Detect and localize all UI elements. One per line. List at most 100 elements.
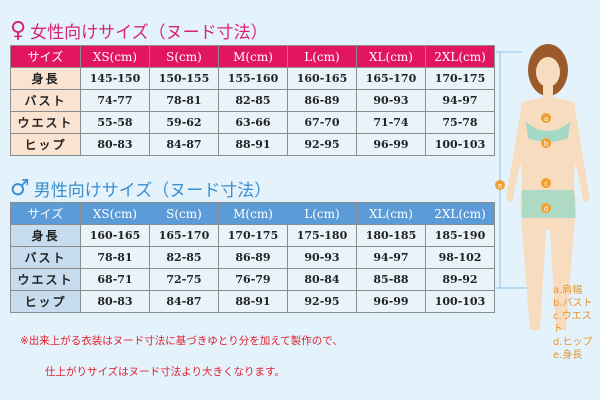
column-header: XL(cm) <box>356 45 426 68</box>
table-row: バスト 78-81 82-85 86-89 90-93 94-97 98-102 <box>10 246 495 269</box>
women-size-title: ♀ 女性向けサイズ（ヌード寸法） <box>10 18 268 43</box>
column-header: 2XL(cm) <box>425 202 495 225</box>
table-cell: 160-165 <box>287 67 357 90</box>
table-cell: 80-83 <box>80 290 150 313</box>
table-row: バスト 74-77 78-81 82-85 86-89 90-93 94-97 <box>10 89 495 112</box>
table-cell: 59-62 <box>149 111 219 134</box>
table-cell: 84-87 <box>149 290 219 313</box>
table-row: 身長 145-150 150-155 155-160 160-165 165-170 170… <box>10 67 495 90</box>
table-cell: 86-89 <box>218 246 288 269</box>
header-row: サイズ XS(cm) S(cm) M(cm) L(cm) XL(cm) 2XL(cm) <box>10 202 495 225</box>
column-header: M(cm) <box>218 202 288 225</box>
table-cell: 165-170 <box>149 224 219 247</box>
table-cell: 89-92 <box>425 268 495 291</box>
women-title-text: 女性向けサイズ（ヌード寸法） <box>30 23 268 43</box>
table-cell: 170-175 <box>218 224 288 247</box>
table-cell: 80-84 <box>287 268 357 291</box>
table-row: ウエスト 68-71 72-75 76-79 80-84 85-88 89-92 <box>10 268 495 291</box>
note-line-2: 仕上がりサイズはヌード寸法より大きくなります。 <box>45 366 285 378</box>
table-cell: 165-170 <box>356 67 426 90</box>
table-cell: 94-97 <box>425 89 495 112</box>
column-header: L(cm) <box>287 45 357 68</box>
body-figure-illustration: a b c d e <box>494 44 590 330</box>
table-cell: 68-71 <box>80 268 150 291</box>
table-cell: 92-95 <box>287 290 357 313</box>
marker-a: a <box>544 115 548 123</box>
measurement-legend: a.肩幅 b.バスト c.ウエスト d.ヒップ e.身長 <box>553 284 600 362</box>
table-cell: 84-87 <box>149 133 219 156</box>
column-header: 2XL(cm) <box>425 45 495 68</box>
table-cell: 55-58 <box>80 111 150 134</box>
legend-item: b.バスト <box>553 298 593 309</box>
table-cell: 150-155 <box>149 67 219 90</box>
table-cell: 100-103 <box>425 133 495 156</box>
table-cell: 76-79 <box>218 268 288 291</box>
row-label: バスト <box>10 246 81 269</box>
row-label: ウエスト <box>10 268 81 291</box>
table-row: ウエスト 55-58 59-62 63-66 67-70 71-74 75-78 <box>10 111 495 134</box>
legend-item: c.ウエスト <box>553 311 592 335</box>
table-cell: 145-150 <box>80 67 150 90</box>
female-symbol-icon: ♀ <box>10 17 27 43</box>
table-cell: 98-102 <box>425 246 495 269</box>
column-header: XS(cm) <box>80 202 150 225</box>
column-header: XS(cm) <box>80 45 150 68</box>
marker-c: c <box>544 180 548 188</box>
column-header: M(cm) <box>218 45 288 68</box>
men-size-title: ♂ 男性向けサイズ（ヌード寸法） <box>10 176 271 201</box>
table-cell: 96-99 <box>356 133 426 156</box>
table-cell: 160-165 <box>80 224 150 247</box>
table-cell: 90-93 <box>287 246 357 269</box>
table-cell: 80-83 <box>80 133 150 156</box>
table-cell: 100-103 <box>425 290 495 313</box>
table-cell: 180-185 <box>356 224 426 247</box>
table-cell: 88-91 <box>218 133 288 156</box>
table-cell: 85-88 <box>356 268 426 291</box>
column-header: S(cm) <box>149 202 219 225</box>
column-header: S(cm) <box>149 45 219 68</box>
note-line-1: ※出来上がる衣装はヌード寸法に基づきゆとり分を加えて製作ので、 <box>20 335 343 347</box>
men-size-table: サイズ XS(cm) S(cm) M(cm) L(cm) XL(cm) 2XL(cm) 身長 1… <box>10 202 495 313</box>
header-row: サイズ XS(cm) S(cm) M(cm) L(cm) XL(cm) 2XL(cm) <box>10 45 495 68</box>
table-cell: 78-81 <box>80 246 150 269</box>
table-cell: 67-70 <box>287 111 357 134</box>
table-cell: 92-95 <box>287 133 357 156</box>
table-cell: 78-81 <box>149 89 219 112</box>
row-label: バスト <box>10 89 81 112</box>
table-cell: 94-97 <box>356 246 426 269</box>
table-cell: 86-89 <box>287 89 357 112</box>
table-cell: 74-77 <box>80 89 150 112</box>
table-row: 身長 160-165 165-170 170-175 175-180 180-185 185… <box>10 224 495 247</box>
table-cell: 90-93 <box>356 89 426 112</box>
legend-item: a.肩幅 <box>553 285 583 296</box>
table-row: ヒップ 80-83 84-87 88-91 92-95 96-99 100-103 <box>10 133 495 156</box>
row-label: 身長 <box>10 224 81 247</box>
column-header: XL(cm) <box>356 202 426 225</box>
table-cell: 175-180 <box>287 224 357 247</box>
row-label: ウエスト <box>10 111 81 134</box>
row-label: 身長 <box>10 67 81 90</box>
table-row: ヒップ 80-83 84-87 88-91 92-95 96-99 100-103 <box>10 290 495 313</box>
women-size-table: サイズ XS(cm) S(cm) M(cm) L(cm) XL(cm) 2XL(cm) 身長 1… <box>10 45 495 156</box>
row-label: ヒップ <box>10 133 81 156</box>
table-cell: 82-85 <box>149 246 219 269</box>
legend-item: e.身長 <box>553 350 583 361</box>
table-cell: 71-74 <box>356 111 426 134</box>
table-cell: 75-78 <box>425 111 495 134</box>
column-header: サイズ <box>10 202 81 225</box>
table-cell: 96-99 <box>356 290 426 313</box>
men-title-text: 男性向けサイズ（ヌード寸法） <box>33 181 272 201</box>
table-cell: 88-91 <box>218 290 288 313</box>
marker-d: d <box>544 205 548 213</box>
table-cell: 72-75 <box>149 268 219 291</box>
marker-e: e <box>498 182 502 190</box>
marker-b: b <box>544 140 549 148</box>
table-cell: 185-190 <box>425 224 495 247</box>
column-header: L(cm) <box>287 202 357 225</box>
legend-item: d.ヒップ <box>553 337 593 348</box>
table-cell: 63-66 <box>218 111 288 134</box>
table-cell: 82-85 <box>218 89 288 112</box>
table-cell: 155-160 <box>218 67 288 90</box>
row-label: ヒップ <box>10 290 81 313</box>
male-symbol-icon: ♂ <box>10 175 30 201</box>
